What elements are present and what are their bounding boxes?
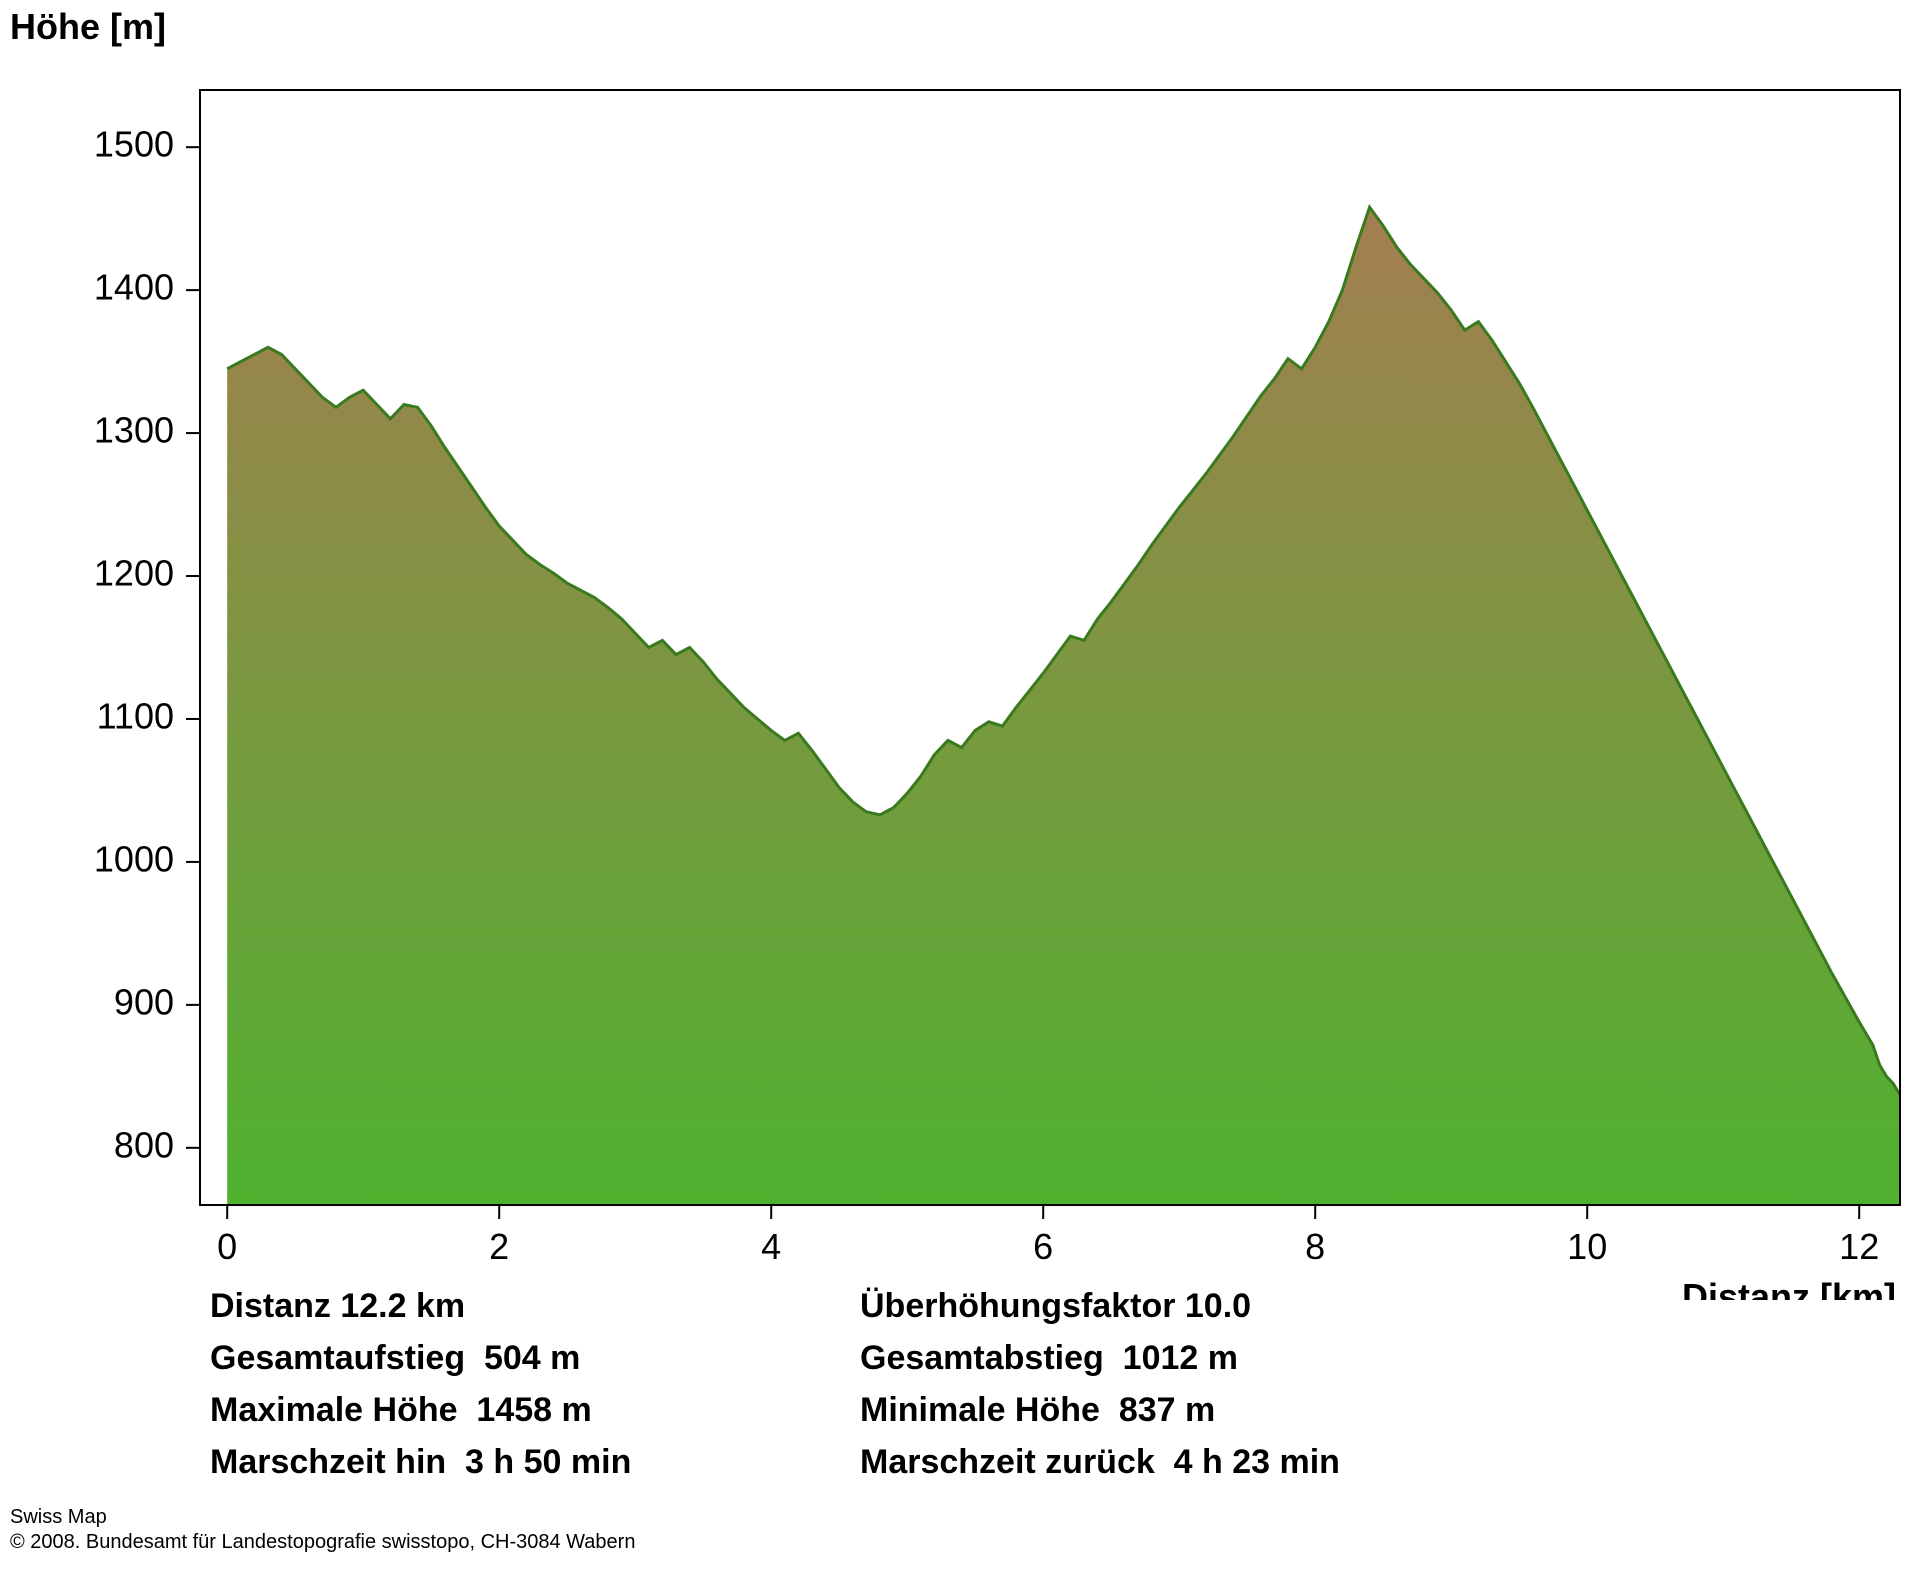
y-tick-label: 1100 <box>97 695 174 736</box>
y-tick-label: 1300 <box>94 410 174 451</box>
page-root: Höhe [m] 8009001000110012001300140015000… <box>0 0 1920 1572</box>
x-axis-title: Distanz [km] <box>1682 1276 1896 1300</box>
stat-line: Minimale Höhe 837 m <box>860 1384 1340 1436</box>
stats-left-column: Distanz 12.2 kmGesamtaufstieg 504 mMaxim… <box>210 1280 631 1488</box>
stat-line: Maximale Höhe 1458 m <box>210 1384 631 1436</box>
stat-line: Distanz 12.2 km <box>210 1280 631 1332</box>
stat-line: Marschzeit hin 3 h 50 min <box>210 1436 631 1488</box>
elevation-chart: 800 900 1000 1100 1200 1300 1400 1500 0 2 4 6 8 10 12 D… <box>0 0 1920 1305</box>
x-tick-label: 6 <box>1033 1226 1053 1267</box>
x-tick-label: 2 <box>489 1226 509 1267</box>
x-tick-label: 10 <box>1567 1226 1607 1267</box>
stat-line: Überhöhungsfaktor 10.0 <box>860 1280 1340 1332</box>
footer-line-1: Swiss Map <box>10 1505 635 1530</box>
x-tick-label: 0 <box>217 1226 237 1267</box>
y-tick-label: 1200 <box>94 553 174 594</box>
footer-line-2: © 2008. Bundesamt für Landestopografie s… <box>10 1530 635 1555</box>
stat-line: Gesamtabstieg 1012 m <box>860 1332 1340 1384</box>
footer: Swiss Map © 2008. Bundesamt für Landesto… <box>10 1505 635 1555</box>
x-tick-label: 4 <box>761 1226 781 1267</box>
y-tick-label: 1500 <box>94 124 174 165</box>
y-tick-label: 1000 <box>94 838 174 879</box>
x-tick-label: 8 <box>1305 1226 1325 1267</box>
x-tick-label: 12 <box>1839 1226 1879 1267</box>
y-tick-label: 900 <box>114 981 174 1022</box>
stats-right-column: Überhöhungsfaktor 10.0Gesamtabstieg 1012… <box>860 1280 1340 1488</box>
y-tick-label: 1400 <box>94 267 174 308</box>
elevation-area <box>227 207 1900 1205</box>
stat-line: Marschzeit zurück 4 h 23 min <box>860 1436 1340 1488</box>
y-tick-label: 800 <box>114 1124 174 1165</box>
stat-line: Gesamtaufstieg 504 m <box>210 1332 631 1384</box>
